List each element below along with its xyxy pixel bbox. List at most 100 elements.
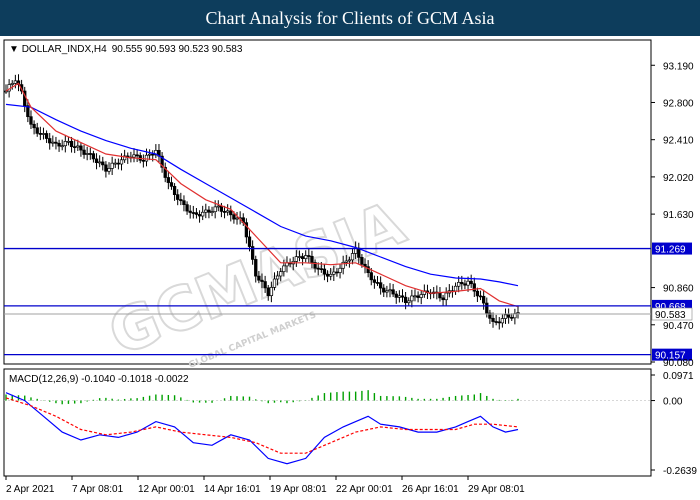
- candle-body: [503, 314, 508, 319]
- candle-body: [297, 256, 302, 258]
- candle: [69, 136, 74, 153]
- candle-body: [235, 217, 239, 220]
- time-tick-label: 26 Apr 16:01: [402, 484, 459, 495]
- candle: [338, 263, 342, 279]
- candle-body: [179, 199, 183, 202]
- candle-body: [472, 283, 476, 292]
- candle-body: [76, 145, 80, 148]
- candle: [160, 152, 164, 173]
- candle-body: [63, 141, 67, 147]
- candle: [172, 183, 177, 201]
- candle: [378, 276, 383, 295]
- candle: [475, 287, 480, 303]
- candle: [191, 205, 195, 219]
- candle-body: [104, 164, 108, 172]
- candle-body: [341, 261, 345, 269]
- candle: [247, 230, 252, 252]
- candle: [32, 120, 36, 135]
- candle-body: [329, 273, 333, 277]
- candle: [194, 208, 199, 219]
- candle-body: [279, 271, 283, 277]
- candle-body: [216, 205, 220, 208]
- candle: [10, 80, 14, 90]
- candle-body: [201, 211, 205, 217]
- candle-body: [488, 312, 492, 319]
- candle-body: [510, 316, 514, 319]
- candle: [57, 139, 61, 152]
- candle-body: [141, 159, 146, 162]
- candle: [441, 294, 445, 306]
- candle: [163, 162, 167, 183]
- candle: [410, 289, 414, 308]
- candle-body: [322, 268, 327, 275]
- candle-body: [94, 158, 99, 163]
- candle: [110, 156, 114, 175]
- candle-body: [497, 321, 501, 324]
- candle-body: [91, 153, 96, 160]
- candle-body: [182, 200, 186, 205]
- candle: [503, 308, 508, 324]
- candle-body: [169, 182, 174, 187]
- candle: [51, 135, 55, 147]
- price-tick-label: 90.860: [663, 284, 694, 295]
- candle-body: [260, 279, 264, 282]
- candle-body: [60, 145, 64, 148]
- candle-body: [372, 279, 377, 283]
- candle: [104, 161, 108, 178]
- candle: [60, 139, 64, 151]
- candle: [226, 204, 230, 216]
- candle: [310, 250, 314, 269]
- candle: [413, 289, 417, 302]
- macd-tick-label: -0.2639: [663, 466, 697, 477]
- candle: [91, 150, 96, 163]
- candle-body: [213, 206, 217, 213]
- candle-body: [185, 204, 189, 212]
- candle-body: [378, 282, 383, 289]
- candle: [372, 275, 377, 289]
- candle: [478, 290, 483, 301]
- candle-body: [360, 257, 364, 265]
- price-tick-label: 90.470: [663, 321, 694, 332]
- candle-body: [4, 90, 8, 93]
- candle: [297, 250, 302, 262]
- candle-body: [232, 214, 236, 220]
- candle: [101, 156, 105, 171]
- candle: [322, 264, 327, 281]
- candle-body: [344, 260, 348, 263]
- candle: [216, 200, 220, 212]
- candle: [279, 267, 283, 282]
- candle-body: [350, 253, 355, 261]
- candle: [463, 279, 467, 290]
- candle-body: [403, 296, 408, 304]
- candle-body: [407, 300, 411, 304]
- ma-slow-line: [5, 103, 519, 287]
- candle-body: [38, 133, 42, 135]
- price-axis: 93.190 92.800 92.410 92.020 91.630 90.860 90.4…: [651, 61, 694, 369]
- candle-body: [316, 267, 320, 270]
- candle: [176, 189, 180, 206]
- candle: [335, 267, 339, 277]
- candle-body: [48, 138, 52, 144]
- candle-body: [66, 140, 71, 143]
- candle-body: [116, 162, 121, 165]
- candle: [269, 281, 274, 303]
- candle: [347, 256, 352, 268]
- candle-body: [101, 161, 105, 166]
- macd-tick-label: 0.00: [663, 397, 683, 408]
- candle: [497, 316, 501, 330]
- candle: [307, 248, 311, 263]
- candle-body: [478, 295, 483, 298]
- candle: [229, 205, 233, 222]
- candle-body: [151, 153, 155, 156]
- candle-body: [79, 145, 83, 151]
- candle-body: [166, 177, 170, 183]
- level-tag-label: 90.157: [655, 351, 686, 362]
- candle: [400, 289, 405, 303]
- candle: [375, 276, 380, 286]
- price-tick-label: 93.190: [663, 61, 694, 72]
- ma-fast-line: [5, 82, 519, 308]
- candle-body: [207, 209, 211, 213]
- candle-body: [332, 271, 336, 275]
- candle: [316, 262, 320, 276]
- candle-body: [119, 159, 124, 165]
